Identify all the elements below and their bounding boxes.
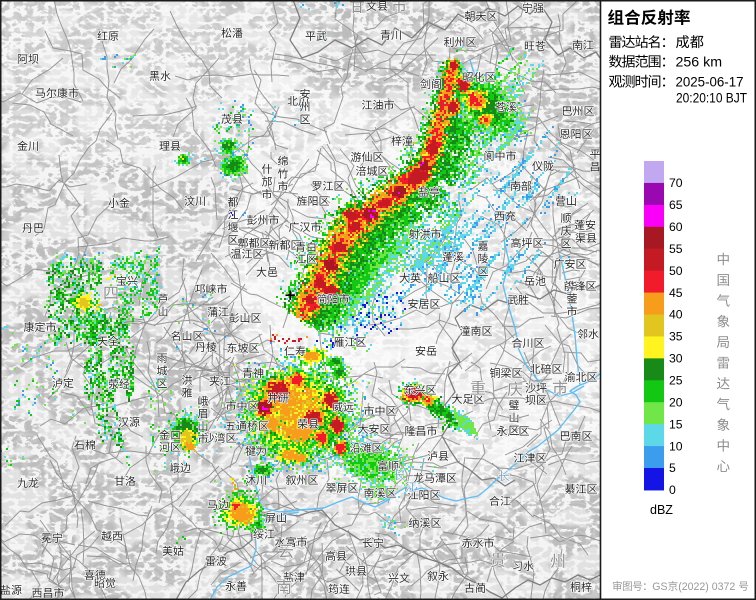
svg-text:GS: GS [652,581,667,593]
svg-text:50: 50 [669,264,683,278]
svg-text:40: 40 [669,308,683,322]
svg-text:(2022) 0372: (2022) 0372 [678,581,735,593]
svg-text:0: 0 [669,483,676,497]
svg-text:20:20:10 BJT: 20:20:10 BJT [676,91,747,107]
svg-text:45: 45 [669,286,683,300]
svg-text:15: 15 [669,417,683,431]
svg-text:60: 60 [669,220,683,234]
svg-text:25: 25 [669,374,683,388]
svg-text:2025-06-17: 2025-06-17 [676,75,744,91]
svg-text:55: 55 [669,242,683,256]
svg-text:5: 5 [669,461,676,475]
svg-text:65: 65 [669,198,683,212]
svg-text:20: 20 [669,395,683,409]
svg-text:70: 70 [669,176,683,190]
svg-text:30: 30 [669,352,683,366]
svg-text:256 km: 256 km [676,55,723,71]
svg-text:dBZ: dBZ [650,503,673,517]
svg-text:35: 35 [669,330,683,344]
svg-text:10: 10 [669,439,683,453]
